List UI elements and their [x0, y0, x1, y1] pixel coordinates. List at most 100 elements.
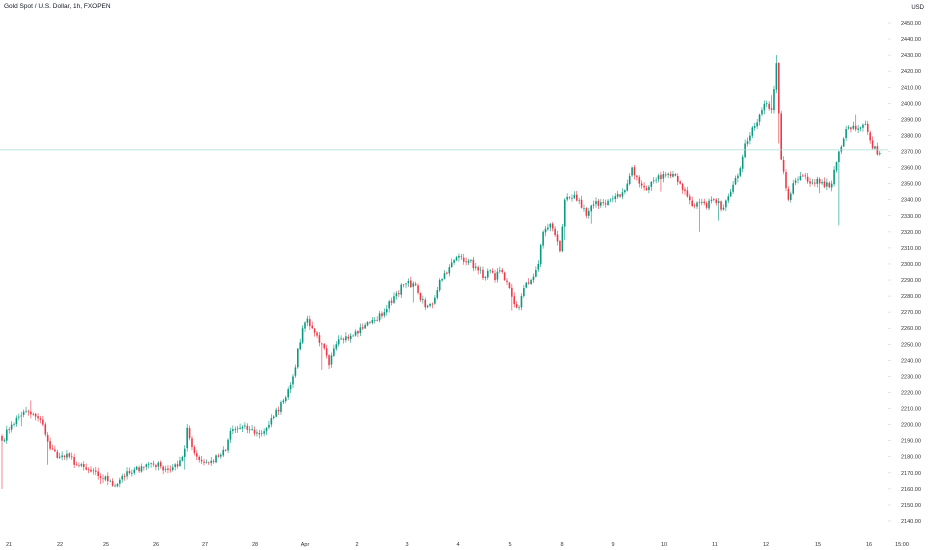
candle [140, 463, 143, 473]
candle [830, 180, 833, 192]
candle-body [708, 200, 710, 209]
candle-body [395, 293, 398, 297]
candle-body [474, 266, 477, 268]
candle [539, 243, 542, 268]
candle-body [414, 283, 417, 286]
candle [275, 407, 277, 418]
candle-body [378, 313, 381, 321]
candle-body [614, 196, 617, 200]
candle-body [551, 223, 554, 229]
candle [787, 186, 790, 202]
candle [366, 321, 369, 327]
x-tick-label: 15 [815, 542, 821, 548]
candle-body [806, 176, 809, 182]
candle [660, 171, 662, 192]
candle [775, 55, 778, 94]
candle-body [239, 427, 241, 429]
y-tick-label: 2430.00 [901, 53, 921, 59]
candle [869, 130, 871, 144]
candle [128, 467, 131, 475]
candle-body [792, 183, 795, 194]
candle [402, 283, 405, 288]
candle [316, 330, 318, 339]
candle-body [539, 245, 542, 265]
candle-body [693, 205, 696, 207]
candle-body [248, 429, 251, 431]
candle-body [99, 476, 102, 478]
candle [799, 171, 802, 181]
candle [751, 125, 754, 139]
candle [97, 467, 99, 480]
candle-body [90, 469, 92, 472]
candle [407, 278, 410, 287]
candle [419, 292, 422, 303]
candle [453, 258, 455, 265]
candle-body [833, 169, 835, 185]
candle-body [157, 462, 160, 467]
candle-body [80, 464, 83, 466]
candle [734, 175, 737, 186]
candle [549, 223, 552, 232]
candle [790, 191, 792, 203]
candle [525, 281, 528, 289]
candle-body [662, 174, 665, 179]
candle-body [234, 429, 237, 431]
candle [25, 406, 27, 414]
candle-body [56, 451, 59, 458]
candle [657, 173, 660, 183]
candle [277, 406, 280, 415]
candle-body [544, 228, 547, 233]
candle-body [277, 409, 280, 412]
candle-body [535, 270, 537, 277]
x-tick-label: Apr [301, 542, 310, 548]
candle [183, 445, 186, 470]
candle [842, 137, 845, 148]
candle [54, 445, 56, 452]
candle-body [595, 201, 597, 205]
candle [107, 472, 109, 486]
candle-body [44, 424, 47, 435]
candle-body [46, 434, 49, 442]
candle-body [119, 479, 121, 484]
candle-body [126, 471, 128, 477]
candle-body [563, 199, 566, 227]
y-tick-label: 2270.00 [901, 310, 921, 316]
candle [450, 258, 453, 268]
candle [234, 426, 237, 433]
candle [167, 464, 169, 474]
candle-body [828, 182, 831, 188]
candle [640, 180, 643, 189]
candle [313, 327, 316, 337]
candle-body [337, 339, 340, 345]
candle-body [393, 296, 395, 303]
candle [604, 199, 607, 208]
candle-body [554, 228, 556, 236]
candle-body [138, 467, 140, 472]
candle-body [648, 186, 650, 191]
candle [51, 444, 54, 451]
candle-body [871, 140, 874, 149]
candle-body [773, 89, 775, 111]
candle-body [722, 207, 725, 210]
candle-body [436, 290, 439, 298]
candle [311, 321, 314, 330]
candle [676, 173, 679, 186]
candle-body [222, 449, 225, 456]
candle [696, 201, 698, 210]
candle [648, 184, 650, 194]
candle-body [592, 204, 595, 206]
candle-body [217, 455, 220, 457]
candle [763, 100, 766, 115]
candle [280, 400, 282, 415]
candle-body [669, 173, 672, 177]
candle [56, 449, 59, 459]
candle [330, 352, 333, 368]
candle-body [527, 282, 530, 284]
candle-body [814, 182, 816, 184]
candle [518, 305, 520, 311]
candle-body [183, 448, 186, 457]
candle [94, 466, 97, 476]
candle-body [51, 448, 54, 450]
